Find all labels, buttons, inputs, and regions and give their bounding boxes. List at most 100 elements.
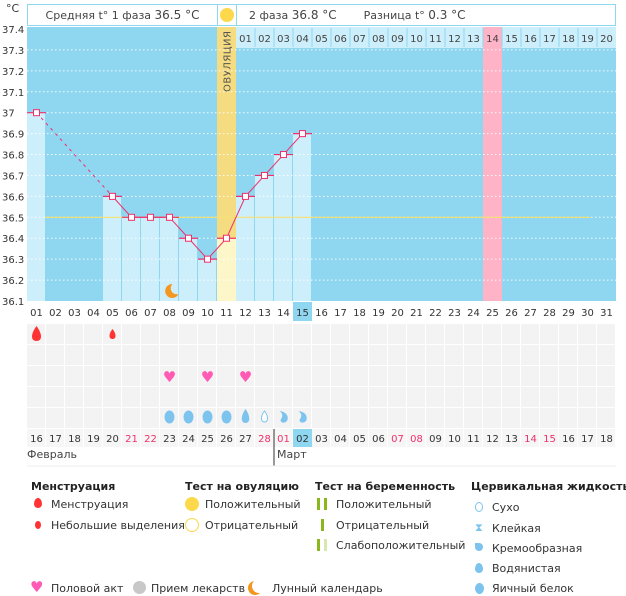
grid-cell xyxy=(331,387,349,407)
calendar-date-label: 16 xyxy=(30,434,43,445)
post-ovulation-day-label: 14 xyxy=(486,34,499,45)
cycle-day-label: 17 xyxy=(334,308,347,319)
grid-cell xyxy=(65,429,83,447)
fluid-egg-icon xyxy=(221,410,232,424)
grid-cell xyxy=(464,324,482,344)
grid-cell xyxy=(312,429,330,447)
cycle-day-label: 12 xyxy=(239,308,252,319)
y-tick-label: 37.3 xyxy=(2,46,24,57)
grid-cell xyxy=(217,429,235,447)
legend-item: Водянистая xyxy=(492,562,561,575)
grid-cell xyxy=(46,366,64,386)
post-ovulation-day-label: 07 xyxy=(353,34,366,45)
grid-cell xyxy=(407,387,425,407)
grid-cell xyxy=(540,345,558,365)
grid-cell xyxy=(46,324,64,344)
grid-cell xyxy=(84,345,102,365)
calendar-date-label: 22 xyxy=(144,434,157,445)
grid-cell xyxy=(407,429,425,447)
grid-cell xyxy=(84,408,102,428)
grid-cell xyxy=(236,387,254,407)
fluid-creamy-icon xyxy=(298,411,307,423)
grid-cell xyxy=(103,429,121,447)
cycle-day-label: 07 xyxy=(144,308,157,319)
grid-cell xyxy=(255,324,273,344)
grid-cell xyxy=(27,366,45,386)
grid-cell xyxy=(255,366,273,386)
post-ovulation-day-label: 13 xyxy=(467,34,480,45)
grid-cell xyxy=(540,429,558,447)
grid-cell xyxy=(312,324,330,344)
temperature-bar xyxy=(236,196,254,301)
grid-cell xyxy=(65,366,83,386)
grid-cell xyxy=(597,408,615,428)
grid-cell xyxy=(179,324,197,344)
cycle-day-label: 01 xyxy=(30,308,43,319)
grid-cell xyxy=(160,387,178,407)
pregnancy-positive-icon xyxy=(317,498,320,510)
cycle-day-label: 20 xyxy=(391,308,404,319)
calendar-date-label: 23 xyxy=(163,434,176,445)
cycle-day-label: 03 xyxy=(68,308,81,319)
grid-cell xyxy=(483,345,501,365)
grid-cell xyxy=(103,408,121,428)
legend-pregnancy-title: Тест на беременность xyxy=(315,480,456,493)
legend-item: Сухо xyxy=(492,501,520,514)
cycle-day-label: 15 xyxy=(296,308,309,319)
cycle-day-label: 02 xyxy=(49,308,62,319)
grid-cell xyxy=(160,429,178,447)
temperature-line-segment xyxy=(36,112,113,197)
calendar-date-label: 06 xyxy=(372,434,385,445)
temperature-point xyxy=(223,234,230,242)
grid-cell xyxy=(350,408,368,428)
legend-menstruation-title: Менструация xyxy=(31,480,116,493)
grid-cell xyxy=(312,366,330,386)
grid-cell xyxy=(141,387,159,407)
ovulation-negative-icon xyxy=(185,518,199,532)
grid-cell xyxy=(236,345,254,365)
post-ovulation-day-label: 16 xyxy=(524,34,537,45)
grid-cell xyxy=(46,408,64,428)
grid-cell xyxy=(369,345,387,365)
ovulation-sun-icon xyxy=(220,8,234,22)
cycle-day-label: 29 xyxy=(562,308,575,319)
legend-item: Небольшие выделения xyxy=(51,519,185,532)
fluid-egg-icon xyxy=(202,410,213,424)
fluid-egg-icon xyxy=(164,410,175,424)
grid-cell xyxy=(122,366,140,386)
grid-cell xyxy=(65,345,83,365)
grid-cell xyxy=(84,429,102,447)
legend-item: Яичный белок xyxy=(492,582,574,595)
grid-cell xyxy=(274,387,292,407)
grid-cell xyxy=(198,366,216,386)
grid-cell xyxy=(426,429,444,447)
grid-cell xyxy=(369,387,387,407)
temperature-point xyxy=(204,255,211,263)
grid-cell xyxy=(179,366,197,386)
grid-cell xyxy=(141,324,159,344)
grid-cell xyxy=(369,429,387,447)
phase1-summary: Средняя t° 1 фаза 36.5 °C xyxy=(27,4,218,26)
grid-cell xyxy=(274,324,292,344)
heart-icon: ♥ xyxy=(201,368,214,386)
legend-item: Слабоположительный xyxy=(336,539,466,552)
cycle-day-label: 08 xyxy=(163,308,176,319)
grid-cell xyxy=(540,366,558,386)
heart-icon: ♥ xyxy=(163,368,176,386)
grid-cell xyxy=(559,324,577,344)
diff-label: Разница t° xyxy=(363,9,425,22)
grid-cell xyxy=(217,345,235,365)
calendar-date-label: 04 xyxy=(334,434,347,445)
marked-day-column xyxy=(483,27,502,301)
grid-cell xyxy=(65,324,83,344)
grid-cell xyxy=(27,408,45,428)
post-ovulation-day-label: 18 xyxy=(562,34,575,45)
fluid-dry-icon xyxy=(261,410,268,423)
calendar-date-label: 18 xyxy=(600,434,613,445)
grid-cell xyxy=(331,366,349,386)
cycle-day-label: 10 xyxy=(201,308,214,319)
legend-item: Менструация xyxy=(51,498,129,511)
grid-cell xyxy=(198,429,216,447)
y-tick-label: 36.9 xyxy=(2,130,24,141)
grid-cell xyxy=(160,366,178,386)
